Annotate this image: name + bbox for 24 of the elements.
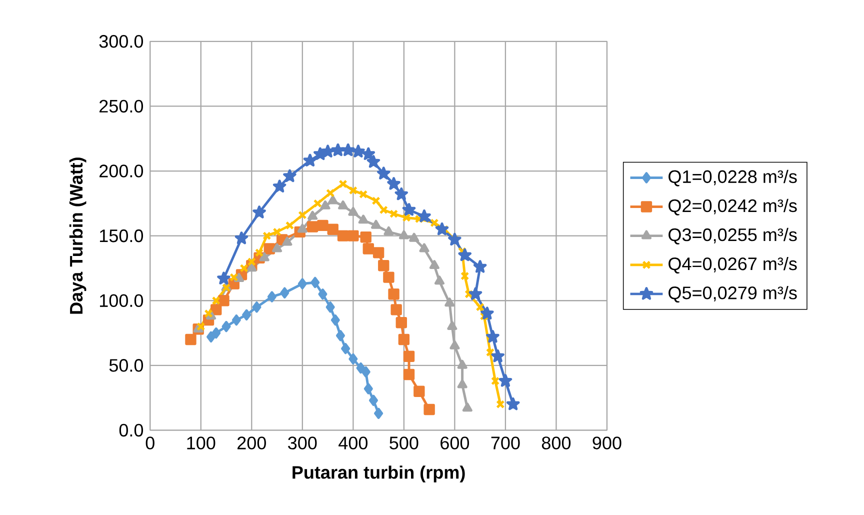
y-tick-label: 100.0 [100, 294, 144, 308]
y-tick-label: 50.0 [109, 359, 144, 372]
x-tick-label: 300 [288, 436, 317, 450]
x-tick-label: 200 [237, 436, 266, 450]
y-tick-label: 250.0 [100, 100, 144, 113]
x-tick-label: 600 [440, 436, 470, 450]
x-tick-label: 400 [338, 436, 368, 450]
y-tick-label: 0.0 [119, 424, 144, 437]
x-tick-label: 100 [187, 436, 216, 450]
legend-label: Q5=0,0279 m³/s [668, 286, 797, 303]
legend-label: Q1=0,0228 m³/s [668, 170, 797, 186]
y-tick-label: 150.0 [100, 229, 144, 242]
y-tick-label: 200.0 [100, 164, 144, 178]
x-tick-label: 500 [390, 436, 418, 450]
x-tick-label: 800 [542, 436, 571, 450]
y-axis-title: Daya Turbin (Watt) [69, 158, 86, 314]
legend-label: Q3=0,0255 m³/s [668, 228, 797, 244]
x-tick-label: 900 [592, 436, 622, 450]
x-tick-label: 0 [146, 436, 154, 450]
legend-label: Q4=0,0267 m³/s [668, 256, 797, 274]
x-axis-title: Putaran turbin (rpm) [292, 466, 465, 482]
x-tick-label: 700 [491, 436, 520, 450]
legend-label: Q2=0,0242 m³/s [668, 198, 797, 216]
y-tick-label: 300.0 [99, 35, 144, 48]
